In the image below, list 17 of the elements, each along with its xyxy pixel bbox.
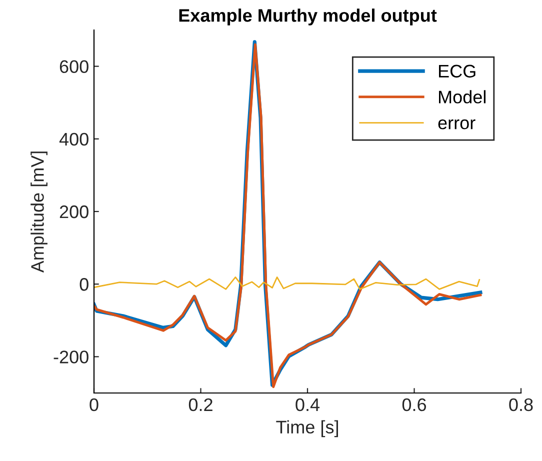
y-tick-label: 400	[59, 132, 88, 146]
x-tick-label: 0.6	[402, 398, 426, 412]
legend-label: Model	[439, 90, 486, 104]
y-tick-label: 0	[80, 278, 88, 291]
legend-label: error	[438, 119, 476, 130]
x-tick-label: 0.8	[509, 398, 533, 412]
line-series	[94, 276, 480, 290]
y-tick-label: 600	[60, 60, 88, 74]
legend-label: ECG	[439, 64, 476, 78]
x-tick-label: 0.2	[188, 398, 212, 412]
x-tick-label: 0.4	[296, 398, 320, 412]
y-tick-label: 200	[60, 205, 88, 218]
y-axis-title: Amplitude [mV]	[30, 152, 48, 273]
x-axis-title: Time [s]	[276, 420, 338, 438]
chart-title: Example Murthy model output	[179, 8, 437, 26]
y-tick-label: -200	[54, 350, 88, 364]
x-tick-label: 0	[90, 398, 98, 412]
